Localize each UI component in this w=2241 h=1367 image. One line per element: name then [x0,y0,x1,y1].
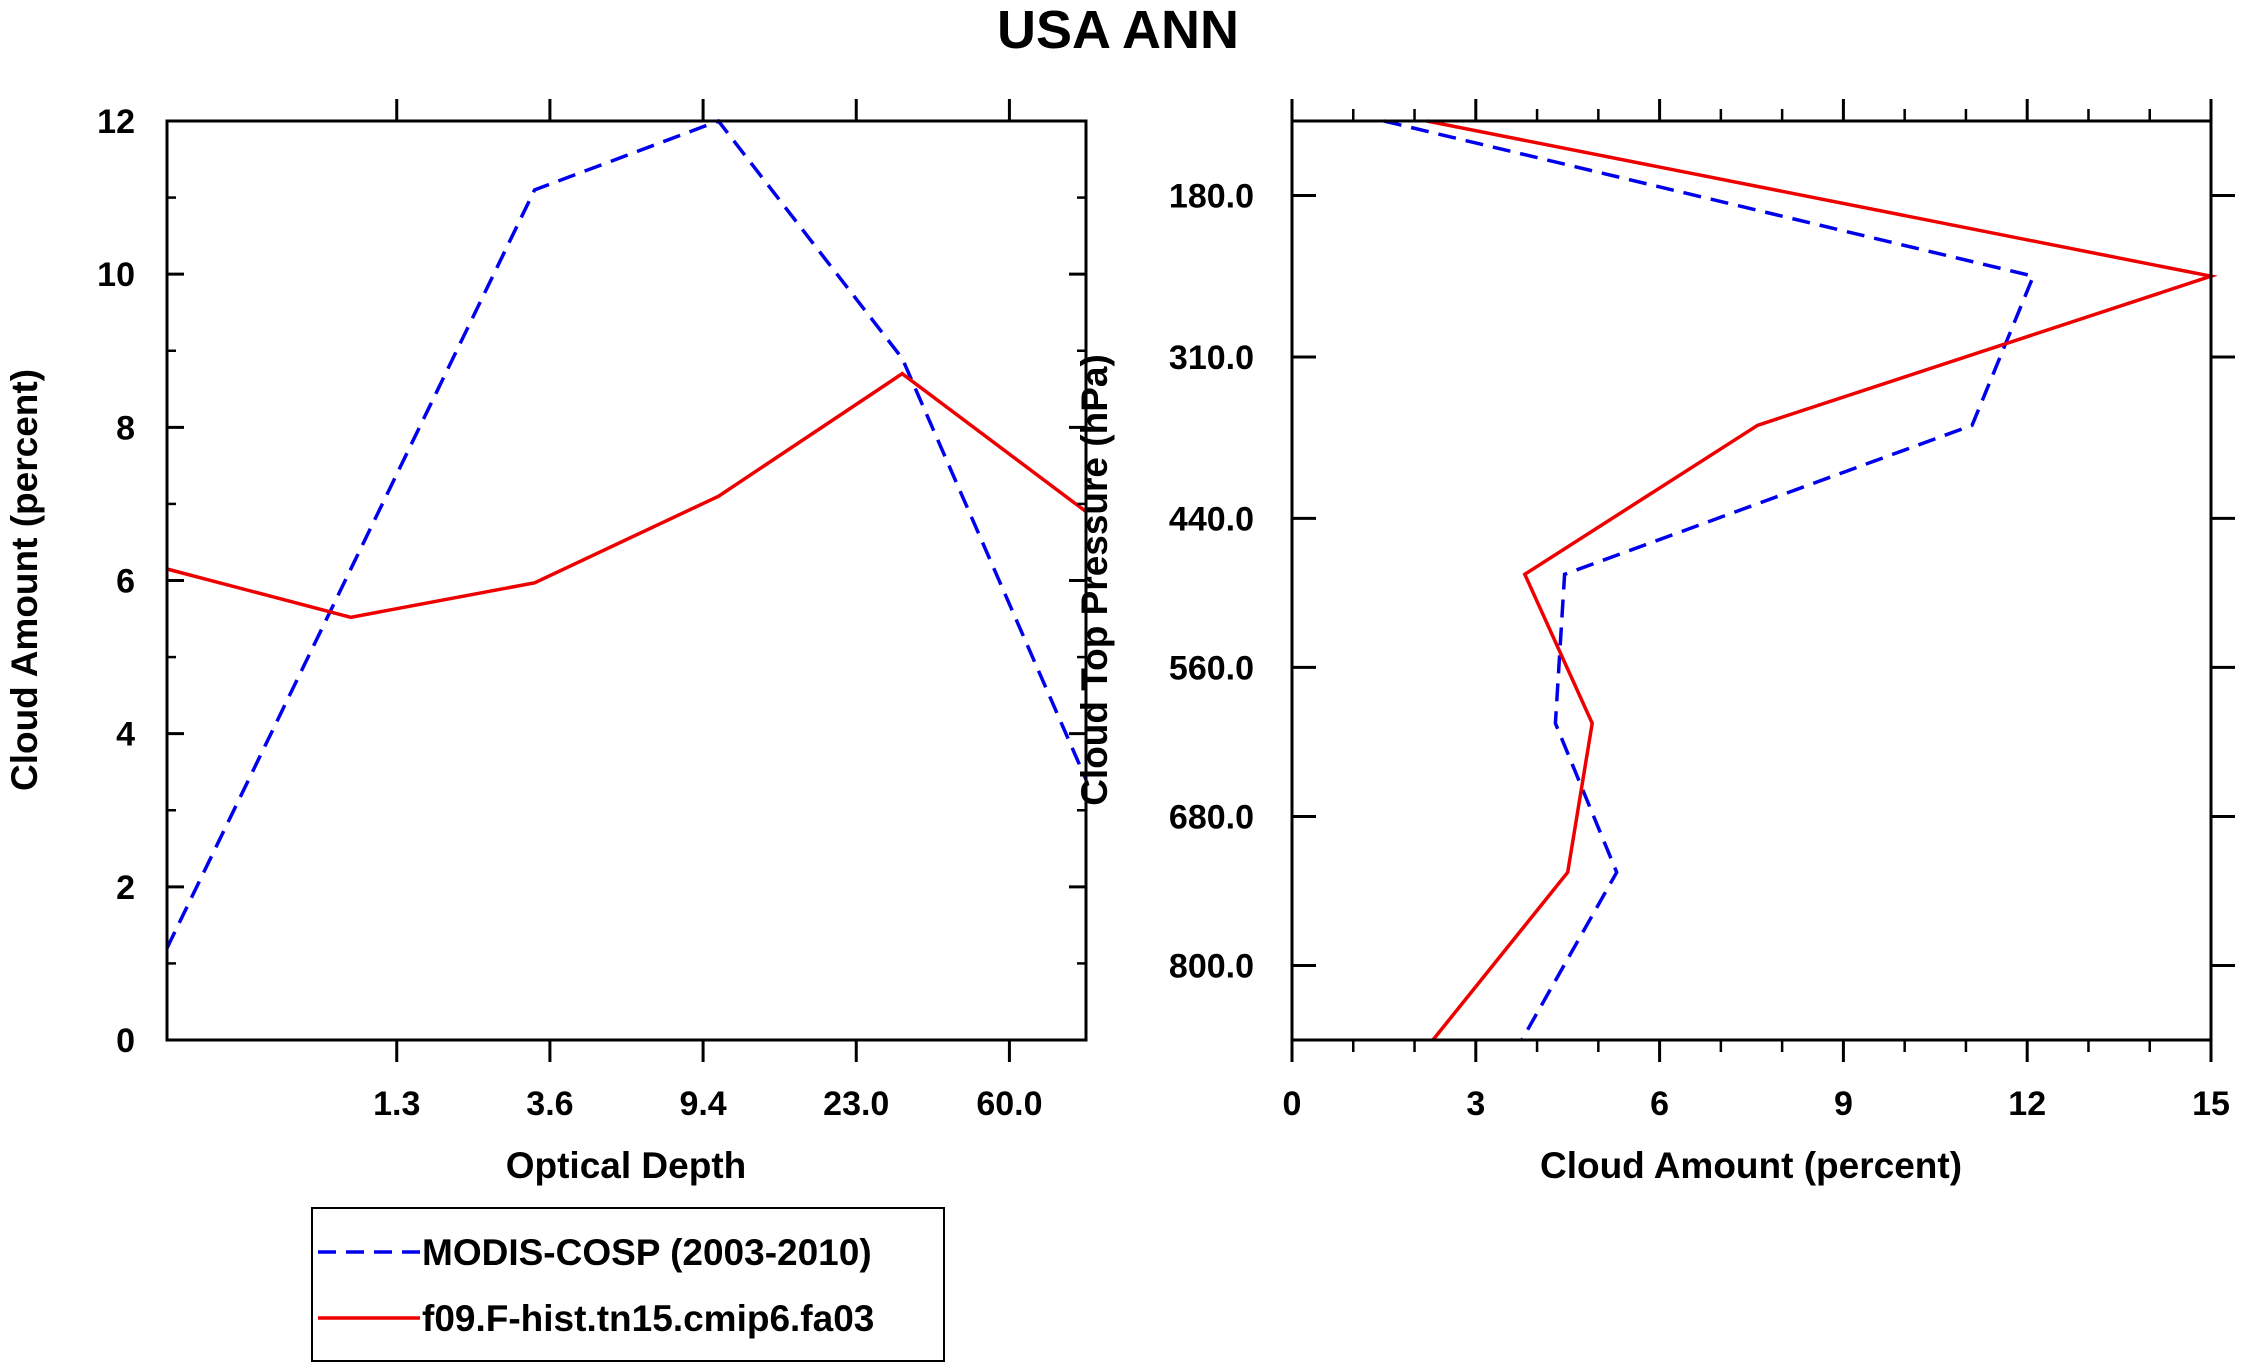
right-x-tick-label: 3 [1466,1085,1485,1123]
right-x-tick-label: 12 [2008,1085,2046,1123]
left-y-axis-title: Cloud Amount (percent) [4,369,45,791]
right-x-tick-label: 6 [1650,1085,1669,1123]
left-x-tick-label: 1.3 [373,1085,420,1123]
left-series-model-line [166,371,1088,620]
right-series-modis-line [1383,119,2036,1041]
left-x-tick-label: 23.0 [823,1085,889,1123]
right-x-tick-labels: 0 3 6 9 12 15 [1283,1085,2230,1123]
left-x-tick-label: 3.6 [526,1085,573,1123]
left-y-tick-label: 4 [116,716,135,754]
left-y-tick-label: 0 [116,1022,135,1060]
right-y-tick-label: 310.0 [1169,339,1254,377]
left-y-tick-labels: 0 2 4 6 8 10 12 [97,103,135,1060]
right-y-tick-label: 800.0 [1169,947,1254,985]
right-x-tick-label: 15 [2192,1085,2230,1123]
right-y-tick-label: 440.0 [1169,500,1254,538]
right-y-tick-label: 180.0 [1169,178,1254,216]
left-y-tick-label: 6 [116,563,135,601]
right-x-axis-title: Cloud Amount (percent) [1540,1145,1962,1186]
left-y-tick-label: 10 [97,256,135,294]
right-y-axis-title: Cloud Top Pressure (hPa) [1074,354,1115,806]
right-tick-marks [1290,99,2235,1062]
left-x-tick-label: 9.4 [679,1085,726,1123]
left-plot-panel: 0 2 4 6 8 10 12 1.3 3.6 9.4 23.0 60.0 Optical Dept… [4,99,1088,1186]
left-y-tick-label: 8 [116,409,135,447]
legend: MODIS-COSP (2003-2010) f09.F-hist.tn15.c… [311,1207,945,1362]
right-plot-frame [1290,119,2213,1042]
right-x-tick-label: 0 [1283,1085,1302,1123]
legend-box [311,1207,945,1362]
left-tick-marks [167,99,1086,1062]
left-y-tick-label: 12 [97,103,135,141]
legend-label-modis: MODIS-COSP (2003-2010) [422,1232,872,1273]
right-y-tick-label: 680.0 [1169,798,1254,836]
left-x-axis-title: Optical Depth [506,1145,747,1186]
legend-label-model: f09.F-hist.tn15.cmip6.fa03 [422,1298,874,1339]
left-x-tick-labels: 1.3 3.6 9.4 23.0 60.0 [373,1085,1042,1123]
right-y-tick-labels: 180.0 310.0 440.0 560.0 680.0 800.0 [1169,178,1254,986]
right-x-tick-label: 9 [1834,1085,1853,1123]
right-y-tick-label: 560.0 [1169,649,1254,687]
figure-title: USA ANN [997,0,1239,60]
left-x-tick-label: 60.0 [976,1085,1042,1123]
left-y-tick-label: 2 [116,869,135,907]
